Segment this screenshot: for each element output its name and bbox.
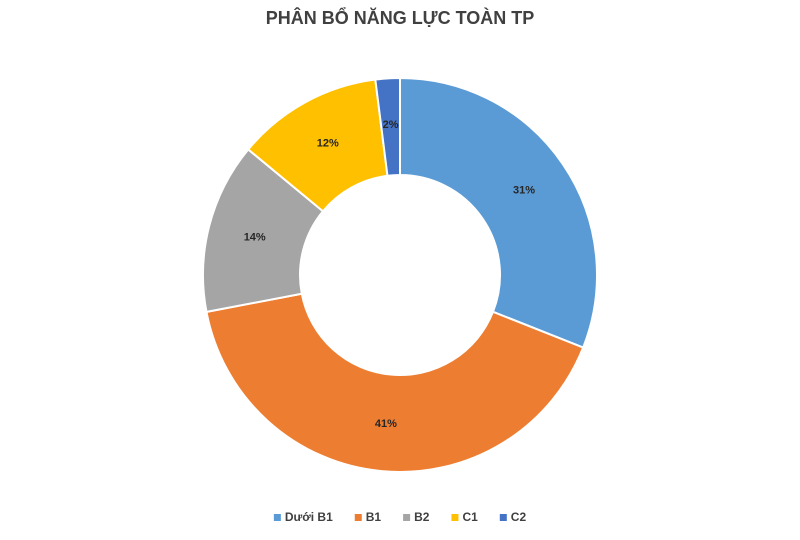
legend-label: B2 — [414, 510, 430, 524]
legend-item: C1 — [451, 510, 478, 524]
legend-item: C2 — [499, 510, 527, 524]
legend-marker — [499, 514, 507, 521]
legend-label: C1 — [462, 510, 478, 524]
slices — [202, 76, 598, 473]
data-label: 41% — [375, 418, 397, 430]
legend-label: B1 — [366, 510, 382, 524]
data-label: 2% — [383, 119, 399, 131]
legend-label: Dưới B1 — [285, 510, 333, 524]
legend: Dưới B1 B1 B2 C1 C2 — [273, 510, 527, 524]
data-label: 14% — [244, 232, 266, 244]
slice — [399, 76, 598, 349]
legend-item: B2 — [403, 510, 430, 524]
legend-item: Dưới B1 — [273, 510, 333, 524]
slice — [374, 76, 401, 177]
legend-marker — [273, 514, 281, 521]
data-label: 31% — [513, 185, 535, 197]
chart-title: PHÂN BỔ NĂNG LỰC TOÀN TP — [266, 7, 535, 28]
legend-marker — [403, 514, 411, 521]
legend-item: B1 — [354, 510, 382, 524]
slice — [205, 292, 585, 473]
data-labels: 31% 41% 14% 12% 2% — [244, 119, 536, 430]
legend-marker — [354, 514, 362, 521]
data-label: 12% — [317, 137, 339, 149]
legend-label: C2 — [511, 510, 527, 524]
legend-marker — [451, 514, 459, 521]
